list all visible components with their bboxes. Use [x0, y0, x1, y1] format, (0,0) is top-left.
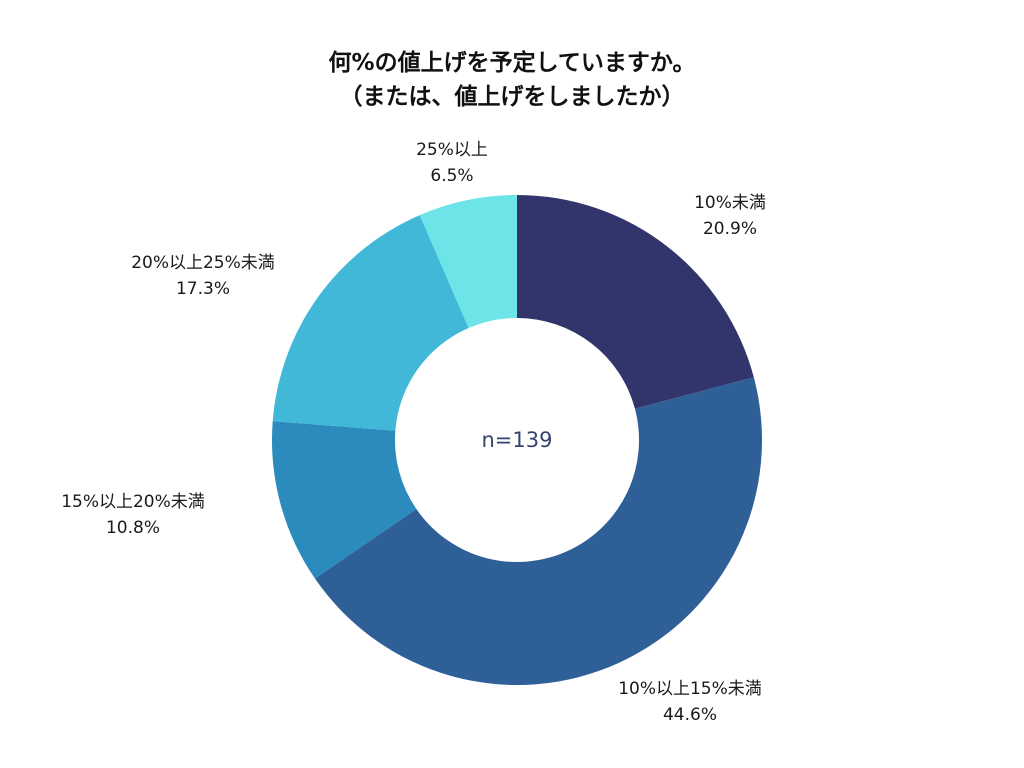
slice-value-label: 20.9% [703, 219, 757, 239]
sample-size-label: n=139 [482, 428, 553, 452]
donut-slice [272, 421, 417, 579]
donut-slices [272, 195, 762, 685]
chart-title-line-2: （または、値上げをしましたか） [340, 83, 685, 110]
slice-value-label: 10.8% [106, 518, 160, 538]
slice-category-label: 25%以上 [416, 140, 488, 160]
donut-slice [314, 377, 762, 685]
chart-title: 何%の値上げを予定していますか。 （または、値上げをしましたか） [329, 49, 696, 110]
slice-category-label: 15%以上20%未満 [61, 492, 205, 512]
slice-category-label: 10%以上15%未満 [618, 679, 762, 699]
slice-labels: 10%未満 20.9% 10%以上15%未満 44.6% 15%以上20%未満 10.8%… [61, 140, 766, 725]
donut-slice [272, 215, 469, 431]
chart-title-line-1: 何%の値上げを予定していますか。 [329, 49, 696, 76]
slice-value-label: 6.5% [430, 166, 473, 186]
slice-category-label: 20%以上25%未満 [131, 253, 275, 273]
slice-value-label: 44.6% [663, 705, 717, 725]
donut-slice [517, 195, 754, 409]
slice-value-label: 17.3% [176, 279, 230, 299]
slice-category-label: 10%未満 [694, 193, 766, 213]
donut-slice [419, 195, 517, 329]
